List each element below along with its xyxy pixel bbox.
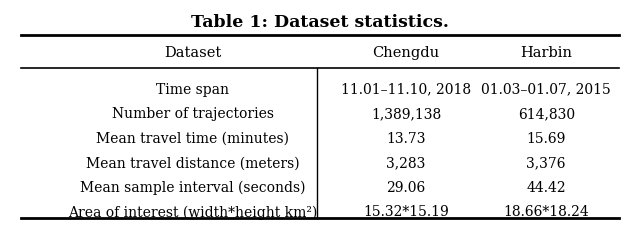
Text: 11.01–11.10, 2018: 11.01–11.10, 2018	[341, 82, 471, 96]
Text: 13.73: 13.73	[387, 131, 426, 145]
Text: 1,389,138: 1,389,138	[371, 107, 441, 121]
Text: Chengdu: Chengdu	[372, 45, 440, 59]
Text: Area of interest (width*height km²): Area of interest (width*height km²)	[68, 204, 317, 218]
Text: Mean sample interval (seconds): Mean sample interval (seconds)	[80, 180, 305, 194]
Text: Number of trajectories: Number of trajectories	[111, 107, 273, 121]
Text: 15.69: 15.69	[527, 131, 566, 145]
Text: 3,283: 3,283	[387, 155, 426, 169]
Text: 18.66*18.24: 18.66*18.24	[503, 205, 589, 218]
Text: Time span: Time span	[156, 82, 229, 96]
Text: 3,376: 3,376	[527, 155, 566, 169]
Text: Harbin: Harbin	[520, 45, 572, 59]
Text: 614,830: 614,830	[518, 107, 575, 121]
Text: 01.03–01.07, 2015: 01.03–01.07, 2015	[481, 82, 611, 96]
Text: 15.32*15.19: 15.32*15.19	[363, 205, 449, 218]
Text: Mean travel time (minutes): Mean travel time (minutes)	[96, 131, 289, 145]
Text: Table 1: Dataset statistics.: Table 1: Dataset statistics.	[191, 14, 449, 31]
Text: Dataset: Dataset	[164, 45, 221, 59]
Text: 44.42: 44.42	[527, 180, 566, 194]
Text: Mean travel distance (meters): Mean travel distance (meters)	[86, 155, 300, 169]
Text: 29.06: 29.06	[387, 180, 426, 194]
